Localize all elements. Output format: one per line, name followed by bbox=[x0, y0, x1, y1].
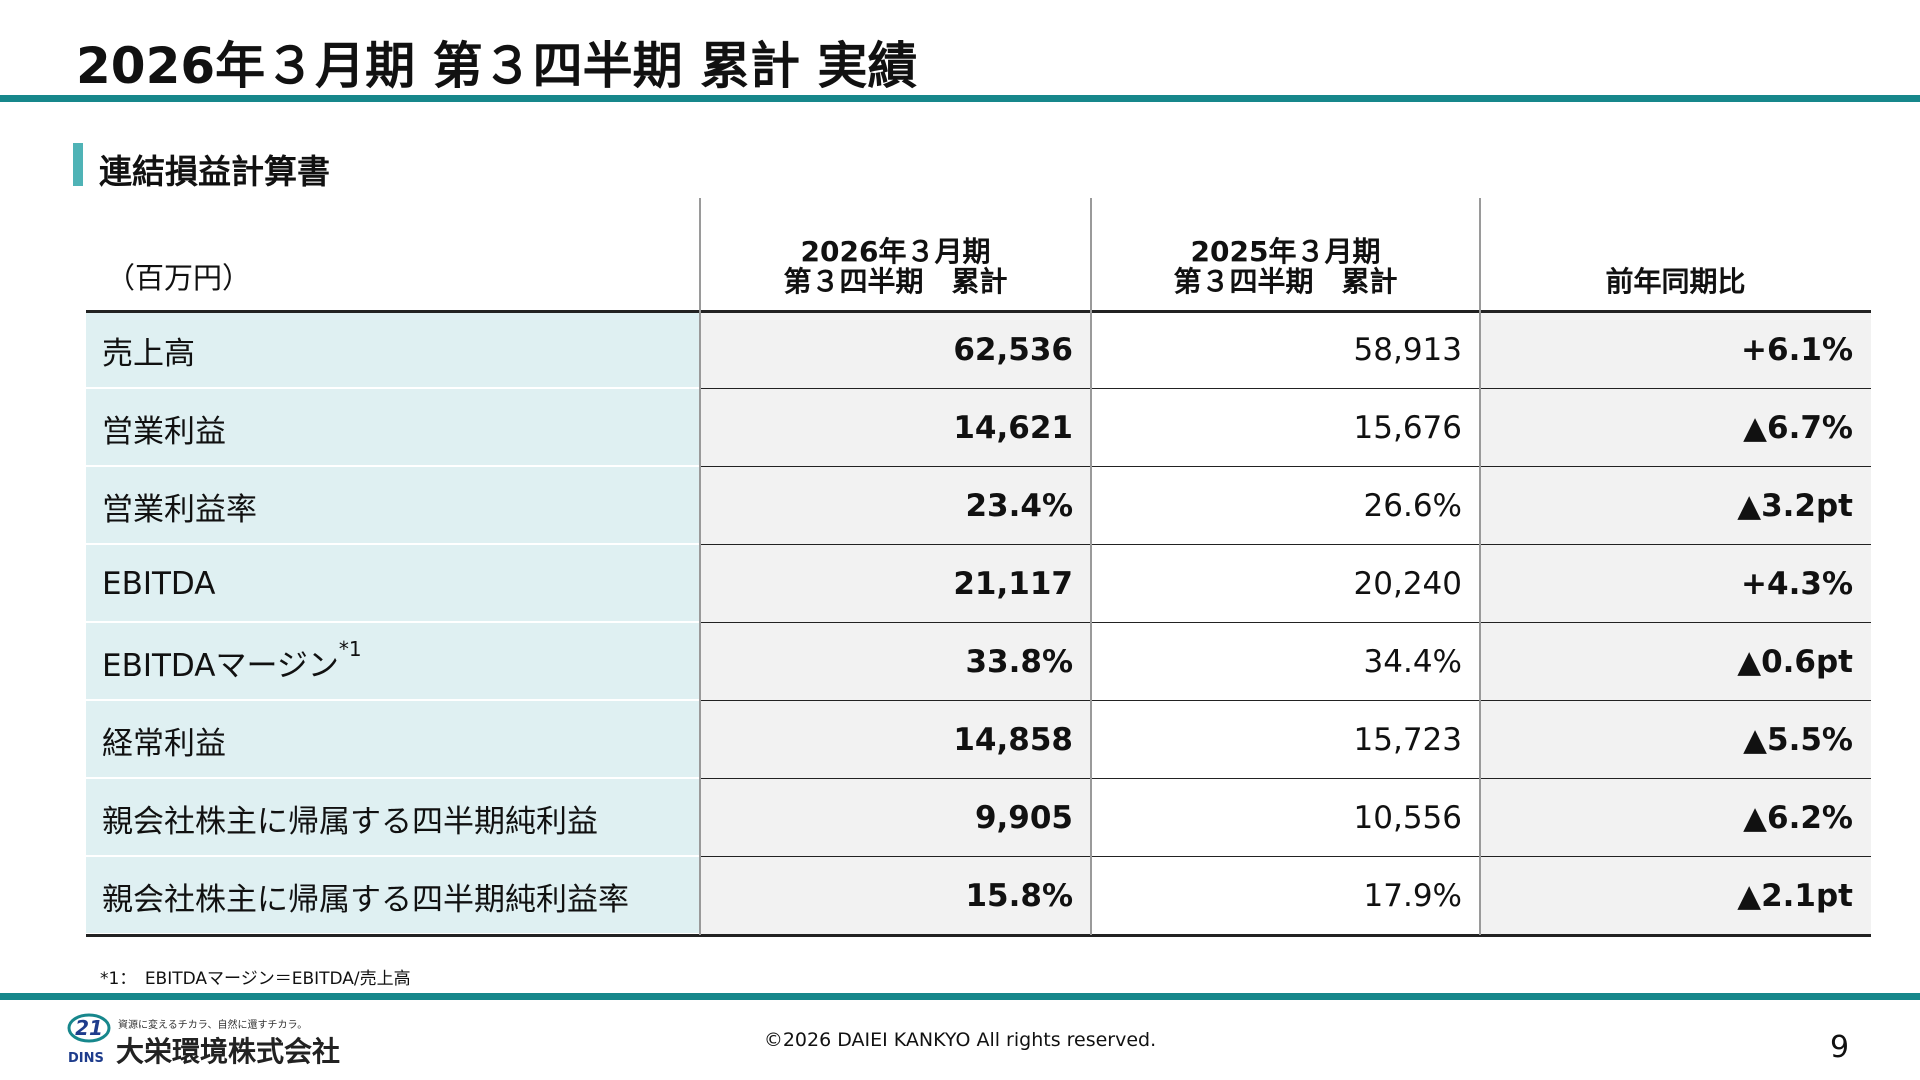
value-cell: 15,723 bbox=[1091, 701, 1480, 779]
column-header-line: 第３四半期 累計 bbox=[783, 265, 1008, 298]
slide-title: 2026年３月期 第３四半期 累計 実績 bbox=[76, 37, 918, 95]
logo-mark: DINS bbox=[68, 1051, 104, 1066]
row-label-text: 営業利益率 bbox=[102, 491, 257, 528]
row-label-text: 営業利益 bbox=[102, 413, 226, 450]
row-separator bbox=[86, 621, 700, 623]
column-header: 2026年３月期 第３四半期 累計 bbox=[700, 237, 1091, 297]
footer-rule bbox=[0, 993, 1920, 1000]
value-cell: +4.3% bbox=[1480, 545, 1871, 623]
note-ref: *1 bbox=[338, 637, 362, 661]
row-separator bbox=[86, 543, 700, 545]
value-cell: ▲3.2pt bbox=[1480, 467, 1871, 545]
logo-name: 大栄環境株式会社 bbox=[116, 1035, 340, 1068]
row-label-text: 売上高 bbox=[102, 335, 195, 372]
value-cell: 14,858 bbox=[700, 701, 1091, 779]
unit-label: （百万円） bbox=[106, 261, 252, 295]
column-header-line: 前年同期比 bbox=[1605, 265, 1746, 298]
logo: 21 DINS 資源に変えるチカラ、自然に還すチカラ。 大栄環境株式会社 bbox=[67, 1013, 340, 1068]
title-rule bbox=[0, 95, 1920, 102]
value-cell: 62,536 bbox=[700, 311, 1091, 389]
value-cell: 26.6% bbox=[1091, 467, 1480, 545]
row-separator bbox=[86, 699, 700, 701]
row-label: 営業利益率 bbox=[86, 467, 700, 545]
value-cell: 23.4% bbox=[700, 467, 1091, 545]
page-number: 9 bbox=[1830, 1030, 1850, 1065]
value-cell: +6.1% bbox=[1480, 311, 1871, 389]
row-label-text: 親会社株主に帰属する四半期純利益 bbox=[102, 803, 598, 840]
logo-tagline: 資源に変えるチカラ、自然に還すチカラ。 bbox=[118, 1018, 307, 1031]
footnote: *1： EBITDAマージン＝EBITDA/売上高 bbox=[100, 969, 411, 989]
value-cell: 9,905 bbox=[700, 779, 1091, 857]
column-header: 2025年３月期 第３四半期 累計 bbox=[1091, 237, 1480, 297]
row-label: 親会社株主に帰属する四半期純利益率 bbox=[86, 857, 700, 935]
row-separator bbox=[86, 855, 700, 857]
value-cell: 58,913 bbox=[1091, 311, 1480, 389]
value-cell: 20,240 bbox=[1091, 545, 1480, 623]
column-divider bbox=[1090, 198, 1092, 935]
logo-number: 21 bbox=[75, 1016, 103, 1040]
row-separator bbox=[86, 465, 700, 467]
value-cell: ▲2.1pt bbox=[1480, 857, 1871, 935]
value-cell: ▲5.5% bbox=[1480, 701, 1871, 779]
value-cell: 21,117 bbox=[700, 545, 1091, 623]
logo-ring bbox=[67, 1013, 111, 1043]
row-label: 経常利益 bbox=[86, 701, 700, 779]
row-label-text: EBITDAマージン bbox=[102, 647, 339, 684]
value-cell: 14,621 bbox=[700, 389, 1091, 467]
column-header-line: 第３四半期 累計 bbox=[1173, 265, 1398, 298]
column-divider bbox=[1479, 198, 1481, 935]
section-marker bbox=[73, 143, 83, 186]
value-cell: ▲6.2% bbox=[1480, 779, 1871, 857]
column-header: 前年同期比 bbox=[1480, 267, 1871, 297]
section-title: 連結損益計算書 bbox=[99, 152, 330, 191]
column-header-line: 2025年３月期 bbox=[1190, 235, 1381, 268]
row-label: 営業利益 bbox=[86, 389, 700, 467]
row-label: 売上高 bbox=[86, 311, 700, 389]
column-header-line: 2026年３月期 bbox=[800, 235, 991, 268]
row-label-text: 親会社株主に帰属する四半期純利益率 bbox=[102, 881, 629, 918]
column-divider bbox=[699, 198, 701, 935]
value-cell: 15,676 bbox=[1091, 389, 1480, 467]
header-rule bbox=[86, 310, 1871, 313]
row-label-text: EBITDA bbox=[102, 566, 216, 602]
value-cell: ▲0.6pt bbox=[1480, 623, 1871, 701]
row-separator bbox=[86, 777, 700, 779]
row-label: EBITDA bbox=[86, 545, 700, 623]
row-separator bbox=[86, 387, 700, 389]
value-cell: 15.8% bbox=[700, 857, 1091, 935]
row-label: EBITDAマージン *1 bbox=[86, 623, 700, 701]
row-label-text: 経常利益 bbox=[102, 725, 226, 762]
row-label: 親会社株主に帰属する四半期純利益 bbox=[86, 779, 700, 857]
copyright: ©2026 DAIEI KANKYO All rights reserved. bbox=[763, 1029, 1157, 1051]
table-bottom-rule bbox=[86, 934, 1871, 937]
value-cell: 33.8% bbox=[700, 623, 1091, 701]
value-cell: 10,556 bbox=[1091, 779, 1480, 857]
value-cell: 17.9% bbox=[1091, 857, 1480, 935]
value-cell: 34.4% bbox=[1091, 623, 1480, 701]
value-cell: ▲6.7% bbox=[1480, 389, 1871, 467]
